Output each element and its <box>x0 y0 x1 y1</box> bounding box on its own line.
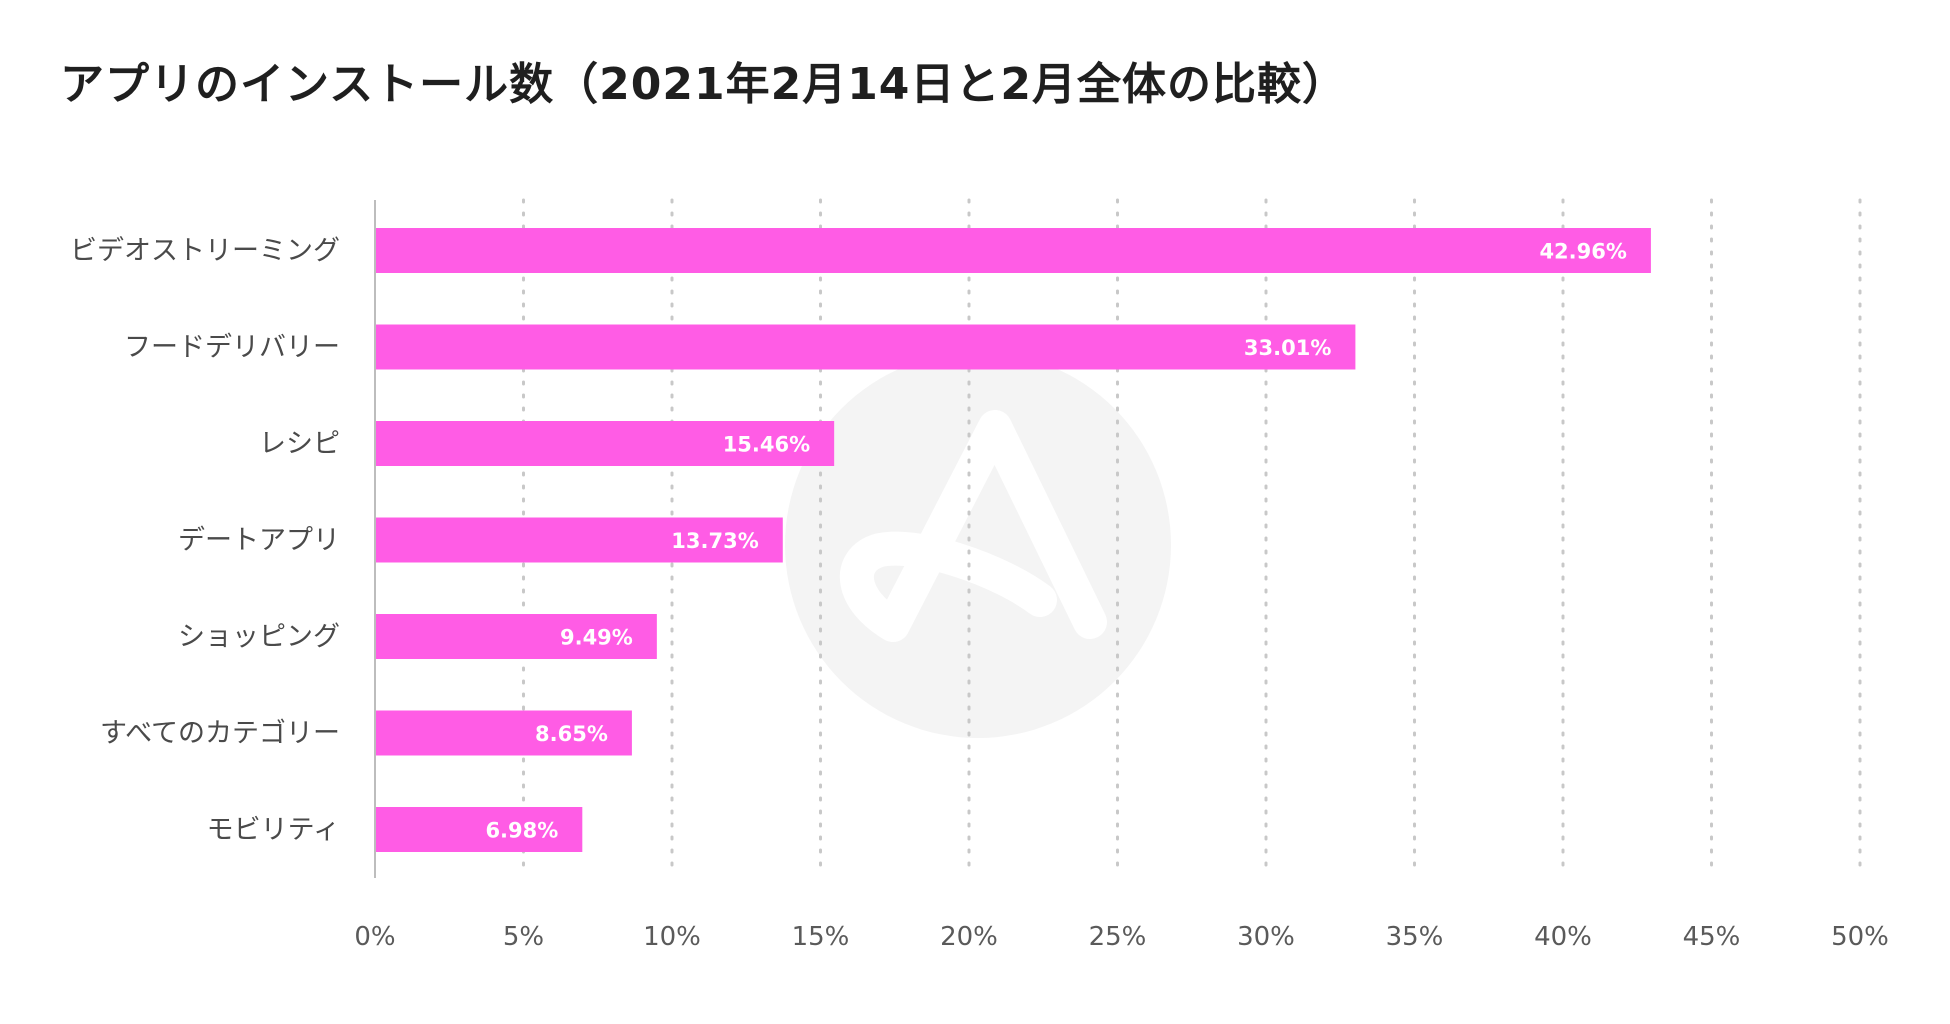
x-tick-label: 10% <box>643 922 701 952</box>
bar <box>375 324 1356 370</box>
data-label: 8.65% <box>535 722 608 746</box>
category-label: ビデオストリーミング <box>70 236 340 267</box>
data-label: 13.73% <box>671 529 758 553</box>
watermark-circle <box>785 352 1171 738</box>
x-tick-label: 20% <box>940 922 998 952</box>
bars: 42.96% 33.01% 15.46% 13.73% 9.49% 8.65% 6.98% <box>375 228 1651 852</box>
x-tick-label: 45% <box>1683 922 1741 952</box>
x-tick-label: 25% <box>1089 922 1147 952</box>
category-label: デートアプリ <box>178 525 340 556</box>
data-label: 33.01% <box>1244 336 1331 360</box>
x-tick-label: 0% <box>354 922 395 952</box>
bar <box>375 710 632 756</box>
x-axis-ticks: 0% 5% 10% 15% 20% 25% 30% 35% 40% 45% 50% <box>354 922 1889 952</box>
watermark-logo <box>785 352 1171 738</box>
x-tick-label: 30% <box>1237 922 1295 952</box>
watermark-glyph <box>839 410 1107 642</box>
category-label: レシピ <box>259 429 340 460</box>
data-label: 9.49% <box>560 626 633 650</box>
data-label: 6.98% <box>485 819 558 843</box>
x-tick-label: 50% <box>1831 922 1889 952</box>
bar <box>375 614 657 659</box>
x-tick-label: 5% <box>503 922 544 952</box>
category-labels: ビデオストリーミングフードデリバリーレシピデートアプリショッピングすべてのカテゴ… <box>70 236 340 846</box>
category-label: ショッピング <box>178 622 340 653</box>
data-label: 15.46% <box>723 433 810 457</box>
grid-lines <box>522 198 1862 874</box>
bar <box>375 807 583 852</box>
bar <box>375 517 783 563</box>
chart-title: アプリのインストール数（2021年2月14日と2月全体の比較） <box>60 59 1348 110</box>
bar <box>375 228 1651 273</box>
category-label: すべてのカテゴリー <box>100 718 340 749</box>
x-tick-label: 35% <box>1386 922 1444 952</box>
category-label: フードデリバリー <box>124 332 340 363</box>
x-tick-label: 40% <box>1534 922 1592 952</box>
category-label: モビリティ <box>207 815 340 846</box>
bar <box>375 421 835 466</box>
x-tick-label: 15% <box>792 922 850 952</box>
data-label: 42.96% <box>1539 240 1626 264</box>
